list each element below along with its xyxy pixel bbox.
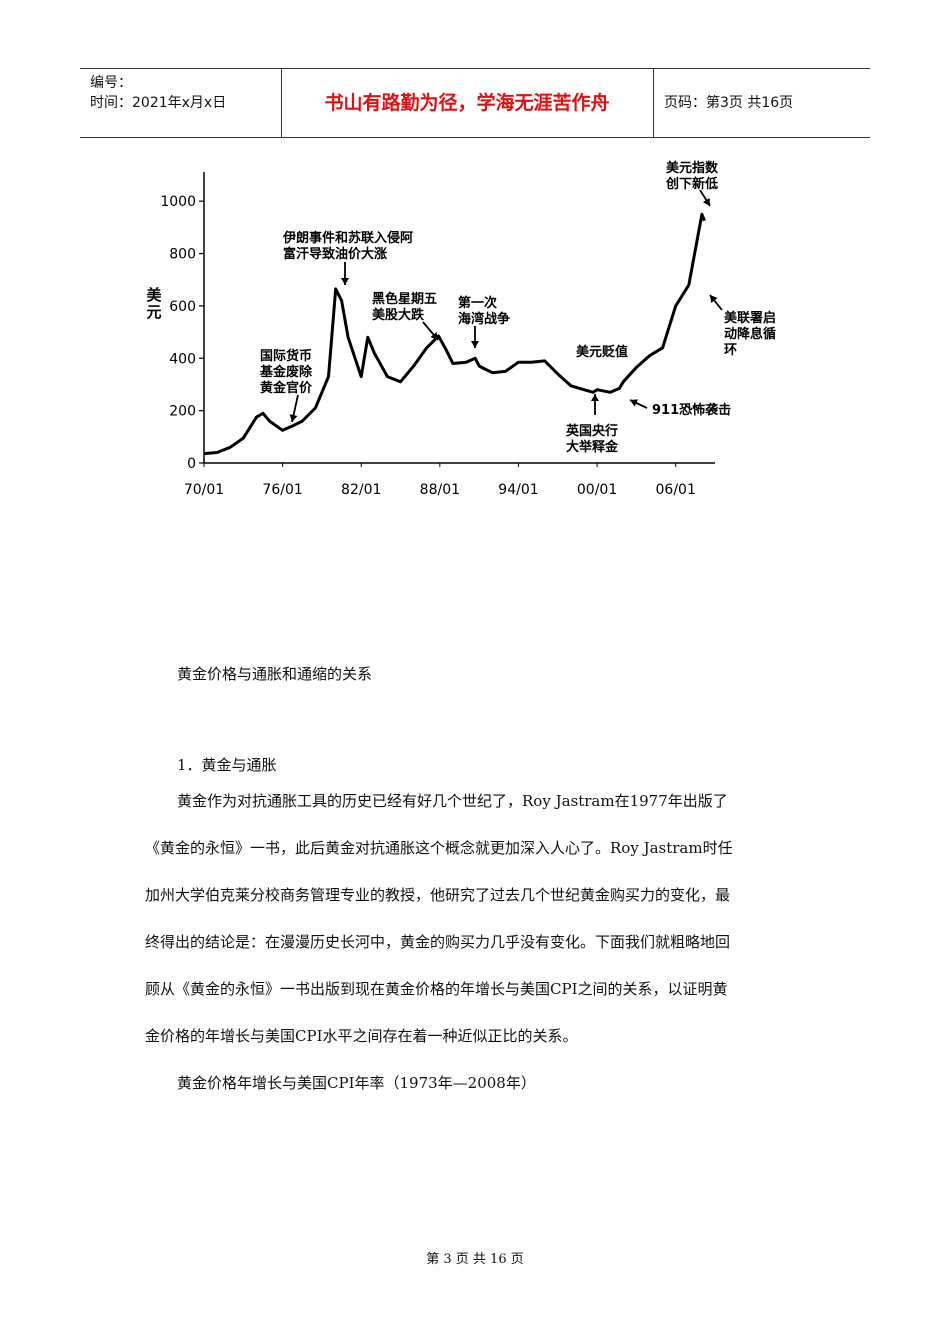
gold-price-chart: 0 200 400 600 800 1000 美元 70/01 76/01 82/01 88/01 9…: [146, 160, 776, 498]
y-tick-label: 1000: [160, 194, 196, 210]
chart-axes: [203, 172, 715, 464]
chart-annotation: 美联署启: [724, 310, 776, 326]
y-tick-label: 400: [169, 351, 196, 367]
chart-annotation: 第一次: [458, 295, 497, 311]
annotation-arrowhead: [591, 394, 599, 401]
annotation-arrowhead: [430, 332, 438, 340]
chart-annotation: 黑色星期五: [372, 291, 437, 307]
chart-annotation: 英国央行: [565, 423, 618, 439]
chart-annotation: 创下新低: [665, 176, 718, 192]
y-tick-label: 800: [169, 247, 196, 263]
paragraph-line: 顾从《黄金的永恒》一书出版到现在黄金价格的年增长与美国CPI之间的关系，以证明黄: [145, 980, 728, 998]
chart-annotation: 黄金官价: [260, 380, 313, 396]
section-title: 黄金价格与通胀和通缩的关系: [177, 665, 373, 683]
chart-annotation: 美元贬值: [576, 344, 628, 360]
page-footer: 第 3 页 共 16 页: [426, 1252, 524, 1267]
header-divider: [281, 69, 282, 137]
y-tick-label: 0: [187, 456, 196, 472]
x-tick-label: 88/01: [420, 482, 460, 498]
paragraph-line: 《黄金的永恒》一书，此后黄金对抗通胀这个概念就更加深入人心了。Roy Jastr…: [145, 839, 733, 857]
x-tick-label: 06/01: [656, 482, 696, 498]
y-tick-label: 600: [169, 299, 196, 315]
page-header: 编号： 时间：2021年x月x日 书山有路勤为径，学海无涯苦作舟 页码：第3页 …: [80, 68, 870, 138]
chart-annotation: 伊朗事件和苏联入侵阿: [282, 230, 413, 246]
paragraph-line: 金价格的年增长与美国CPI水平之间存在着一种近似正比的关系。: [145, 1027, 578, 1045]
header-page-info: 页码：第3页 共16页: [664, 95, 794, 111]
annotation-arrowhead: [630, 399, 639, 407]
x-tick-label: 76/01: [262, 482, 302, 498]
gold-price-line: [203, 212, 706, 456]
chart-annotation: 美元指数: [666, 160, 719, 176]
annotation-arrowhead: [341, 278, 349, 285]
chart-annotation: 国际货币: [260, 348, 312, 364]
chart-annotation: 富汗导致油价大涨: [283, 246, 387, 262]
chart-annotation: 海湾战争: [458, 311, 510, 327]
y-axis-label: 元: [146, 303, 161, 321]
annotation-arrowhead: [471, 341, 479, 348]
paragraph-line: 终得出的结论是：在漫漫历史长河中，黄金的购买力几乎没有变化。下面我们就粗略地回: [145, 933, 731, 951]
annotation-arrowhead: [710, 295, 718, 303]
time-label: 时间：2021年x月x日: [90, 95, 227, 111]
table-caption: 黄金价格年增长与美国CPI年率（1973年—2008年）: [177, 1074, 536, 1092]
chart-annotation: 环: [724, 343, 737, 358]
y-tick-label: 200: [169, 404, 196, 420]
chart-annotation: 基金废除: [259, 364, 313, 380]
annotation-arrowhead: [702, 197, 710, 206]
item-heading: 1．黄金与通胀: [177, 756, 277, 774]
header-meta: 编号： 时间：2021年x月x日: [90, 73, 226, 113]
x-tick-label: 00/01: [577, 482, 617, 498]
paragraph-line: 加州大学伯克莱分校商务管理专业的教授，他研究了过去几个世纪黄金购买力的变化，最: [145, 886, 731, 904]
header-motto: 书山有路勤为径，学海无涯苦作舟: [324, 92, 610, 114]
chart-annotation: 美股大跌: [372, 307, 425, 323]
serial-label: 编号：: [90, 75, 132, 91]
y-axis-label: 美: [146, 286, 162, 304]
x-tick-label: 70/01: [184, 482, 224, 498]
paragraph-line: 黄金作为对抗通胀工具的历史已经有好几个世纪了，Roy Jastram在1977年…: [177, 792, 728, 810]
annotation-arrowhead: [289, 414, 298, 422]
body-paragraph: 黄金作为对抗通胀工具的历史已经有好几个世纪了，Roy Jastram在1977年…: [145, 778, 805, 1107]
chart-annotation: 911恐怖袭击: [652, 402, 731, 418]
x-tick-label: 82/01: [341, 482, 381, 498]
header-divider: [653, 69, 654, 137]
chart-annotation: 动降息循: [724, 326, 776, 342]
x-tick-label: 94/01: [498, 482, 538, 498]
chart-annotation: 大举释金: [566, 439, 619, 455]
chart-ticks: 0 200 400 600 800 1000 美元 70/01 76/01 82/01 88/01 9…: [146, 194, 695, 498]
